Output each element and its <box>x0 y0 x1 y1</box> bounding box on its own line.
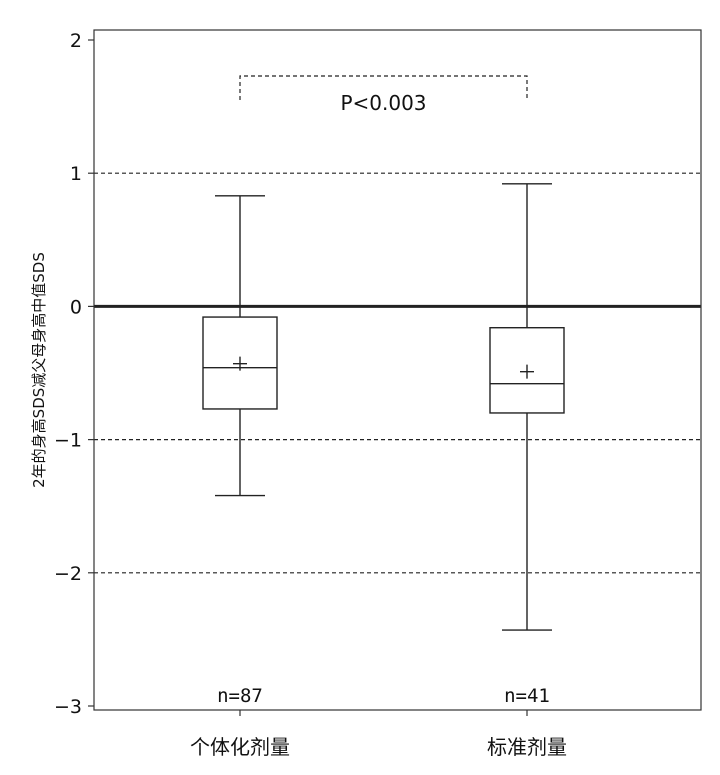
box-group-0: n=87 个体化剂量 <box>190 195 290 759</box>
category-label: 个体化剂量 <box>190 735 290 759</box>
y-tick-label-2: 0 <box>70 296 82 318</box>
y-tick-label-0: 2 <box>70 30 82 52</box>
sample-size-label: n=41 <box>504 685 550 707</box>
category-label: 标准剂量 <box>487 735 567 759</box>
iqr-box <box>489 327 565 414</box>
p-value-label: P<0.003 <box>340 91 426 115</box>
sample-size-label: n=87 <box>217 685 263 707</box>
mean-marker <box>520 364 534 379</box>
mean-marker <box>233 356 247 371</box>
y-tick-label-4: −2 <box>54 563 82 585</box>
y-tick-label-5: −3 <box>54 696 82 718</box>
y-tick-label-1: 1 <box>70 163 82 185</box>
box-group-1: n=41 标准剂量 <box>487 183 567 759</box>
y-axis-title: 2年的身高SDS减父母身高中值SDS <box>30 252 48 488</box>
y-tick-label-3: −1 <box>54 430 82 452</box>
plot-frame <box>93 29 702 711</box>
significance-bracket <box>239 75 528 100</box>
